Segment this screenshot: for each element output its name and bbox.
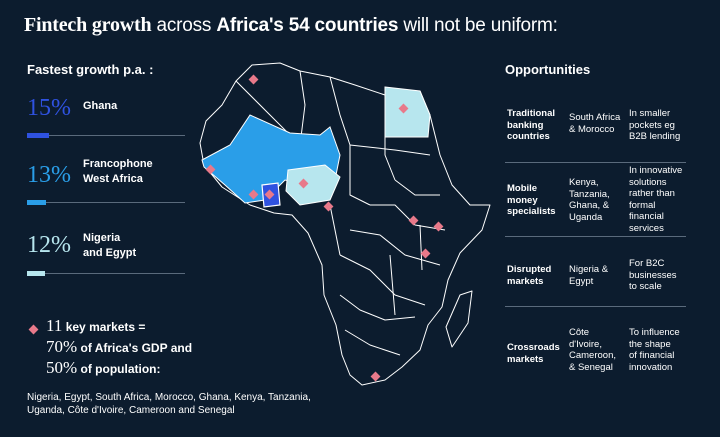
opp-what-line: innovation	[629, 361, 673, 373]
growth-bar	[27, 200, 46, 205]
opp-where-line: & Morocco	[569, 123, 615, 135]
title-part3: Africa's 54 countries	[216, 15, 399, 36]
nigeria-region	[285, 164, 341, 206]
marker-diamond-icon	[28, 324, 39, 335]
opp-type: Crossroads markets	[507, 342, 560, 365]
opp-type-line: Mobile	[507, 183, 538, 194]
opp-where: Kenya, Tanzania, Ghana, & Uganda	[569, 177, 610, 223]
opportunities-heading: Opportunities	[505, 62, 591, 77]
key-markets-count: 11	[46, 316, 63, 335]
africa-outline	[199, 62, 491, 386]
opportunity-row	[505, 96, 686, 163]
opp-where-line: Côte	[569, 327, 590, 338]
key-markets-text: 11 key markets = 70% of Africa's GDP and…	[46, 316, 256, 379]
population-share: 50%	[46, 358, 78, 377]
madagascar	[445, 290, 473, 348]
cote-divoire-marker	[248, 189, 259, 200]
opp-type: Disrupted markets	[507, 264, 551, 287]
opp-type-line: money	[507, 194, 538, 206]
page-title: Fintech growth across Africa's 54 countr…	[24, 14, 558, 37]
opp-type-line: specialists	[507, 206, 556, 217]
growth-label-line2: and Egypt	[83, 247, 137, 259]
key-markets-list-line1: Nigeria, Egypt, South Africa, Morocco, G…	[27, 392, 311, 403]
opp-type-line: countries	[507, 131, 550, 142]
opp-where: Côte d'Ivoire, Cameroon, & Senegal	[569, 327, 616, 373]
morocco-marker	[248, 74, 259, 85]
gdp-share: 70%	[46, 337, 78, 356]
growth-bar-track	[27, 273, 185, 274]
key-markets-list: Nigeria, Egypt, South Africa, Morocco, G…	[27, 391, 327, 417]
opp-where-line: Cameroon,	[569, 350, 616, 361]
population-label: of population:	[77, 362, 161, 376]
fastest-growth-heading: Fastest growth p.a. :	[27, 62, 154, 77]
opp-type: Traditional banking countries	[507, 108, 555, 143]
opp-what-line: of financial	[629, 350, 675, 361]
opp-type: Mobile money specialists	[507, 183, 556, 218]
opp-what-line: To influence	[629, 327, 680, 338]
opp-where-line: South Africa	[569, 112, 621, 123]
opp-what-line: rather than	[629, 188, 675, 199]
opp-where-line: Nigeria &	[569, 264, 609, 275]
growth-label-line2: West Africa	[83, 173, 143, 185]
opp-what-line: B2B lending	[629, 131, 681, 142]
growth-pct: 12%	[27, 232, 71, 258]
opp-type-line: markets	[507, 275, 544, 287]
opp-type-line: Crossroads	[507, 342, 560, 353]
opp-where-line: Tanzania,	[569, 188, 610, 200]
tanzania-marker	[420, 248, 431, 259]
opp-what: In smaller pockets eg B2B lending	[629, 108, 680, 143]
growth-label-line1: Nigeria	[83, 232, 121, 244]
opp-type-line: Disrupted	[507, 264, 552, 275]
growth-pct: 13%	[27, 162, 71, 188]
opp-type-line: Traditional	[507, 108, 556, 119]
opportunity-row	[505, 162, 686, 237]
opp-where-line: & Senegal	[569, 361, 613, 373]
opp-what-line: For B2C	[629, 258, 665, 269]
opp-type-line: banking	[507, 119, 544, 131]
gdp-label: of Africa's GDP and	[77, 341, 193, 355]
senegal-marker	[205, 164, 216, 175]
africa-map	[199, 62, 491, 386]
opp-what-line: pockets eg	[629, 119, 675, 131]
egypt-region	[384, 86, 431, 138]
opp-where-line: Egypt	[569, 275, 594, 287]
opp-where-line: Uganda	[569, 211, 603, 223]
opp-what: To influence the shape of financial inno…	[629, 327, 680, 373]
nigeria-marker	[298, 178, 309, 189]
opp-where: Nigeria & Egypt	[569, 264, 608, 287]
opp-what-line: services	[629, 222, 664, 234]
opp-what-line: In smaller	[629, 108, 671, 119]
title-part1: Fintech growth	[24, 14, 152, 36]
key-markets-list-line2: Uganda, Côte d'Ivoire, Cameroon and Sene…	[27, 405, 235, 416]
opportunity-row	[505, 236, 686, 307]
growth-label-line1: Francophone	[83, 158, 153, 170]
growth-bar-track	[27, 202, 185, 203]
opp-where-line: Kenya,	[569, 177, 599, 188]
opp-where: South Africa & Morocco	[569, 112, 620, 135]
opp-what-line: the shape	[629, 338, 671, 350]
growth-label: Ghana	[83, 100, 118, 112]
opp-what-line: to scale	[629, 281, 662, 292]
growth-pct: 15%	[27, 95, 71, 121]
growth-bar	[27, 133, 49, 138]
opp-type-line: markets	[507, 353, 544, 365]
growth-bar	[27, 271, 45, 276]
growth-bar-track	[27, 135, 185, 136]
cameroon-marker	[323, 201, 334, 212]
opp-what: In innovative solutions rather than form…	[629, 165, 682, 234]
opp-where-line: Ghana, &	[569, 200, 610, 211]
opp-where-line: d'Ivoire,	[569, 338, 602, 350]
key-markets-label: key markets =	[62, 320, 146, 334]
opp-what-line: businesses	[629, 269, 677, 281]
opp-what-line: solutions	[629, 176, 667, 188]
opp-what-line: In innovative	[629, 165, 683, 176]
uganda-marker	[408, 215, 419, 226]
title-part2: across	[151, 15, 217, 36]
kenya-marker	[433, 221, 444, 232]
opp-what-line: formal	[629, 199, 656, 211]
opp-what-line: financial	[629, 211, 664, 222]
opp-what: For B2C businesses to scale	[629, 258, 677, 293]
ghana-marker	[264, 189, 275, 200]
title-part4: will not be uniform:	[398, 15, 558, 36]
